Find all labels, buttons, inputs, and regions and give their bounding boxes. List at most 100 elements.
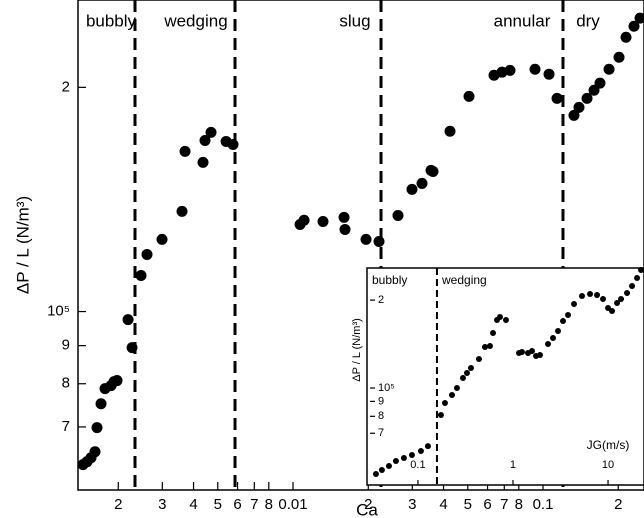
data-point xyxy=(634,274,641,281)
data-point xyxy=(89,446,101,458)
data-point xyxy=(448,392,455,399)
x-tick-label: 2 xyxy=(614,496,622,513)
x-tick-label: 3 xyxy=(408,496,416,513)
y-tick-label: 10⁵ xyxy=(378,382,395,394)
data-point xyxy=(463,90,475,102)
data-point xyxy=(629,282,636,289)
x-tick-label: 8 xyxy=(515,496,523,513)
data-point xyxy=(437,412,444,419)
y-tick-label: 9 xyxy=(378,395,384,407)
data-point xyxy=(587,290,594,297)
y-tick-label: 9 xyxy=(62,337,70,354)
data-point xyxy=(111,375,123,387)
data-point xyxy=(227,139,239,151)
inset-frame xyxy=(366,267,644,486)
data-point xyxy=(614,299,621,306)
data-point xyxy=(372,471,379,478)
data-point xyxy=(555,327,562,334)
data-point xyxy=(360,233,372,245)
data-point xyxy=(459,375,466,382)
data-point xyxy=(424,443,431,450)
data-point xyxy=(444,125,456,137)
data-point xyxy=(378,467,385,474)
data-point xyxy=(545,340,552,347)
x-axis-label: JG(m/s) xyxy=(587,438,630,452)
data-point xyxy=(475,356,482,363)
y-axis-label: ΔP / L (N/m³) xyxy=(13,196,32,294)
data-point xyxy=(392,458,399,465)
data-point xyxy=(628,20,640,32)
x-tick-label: 2 xyxy=(364,496,372,513)
plot-frame xyxy=(77,0,644,491)
data-point xyxy=(205,126,217,138)
data-point xyxy=(620,31,632,43)
data-point xyxy=(156,233,168,245)
y-tick-label: 7 xyxy=(378,427,384,439)
y-tick-label: 10⁵ xyxy=(47,303,70,320)
region-label: wedging xyxy=(441,273,487,287)
data-point xyxy=(417,448,424,455)
data-point xyxy=(441,400,448,407)
data-point xyxy=(560,318,567,325)
y-tick-label: 7 xyxy=(62,418,70,435)
region-label: annular xyxy=(494,11,551,30)
data-point xyxy=(504,64,516,76)
region-label: wedging xyxy=(163,11,227,30)
data-point xyxy=(339,223,351,235)
data-point xyxy=(618,295,625,302)
data-point xyxy=(600,295,607,302)
x-tick-label: 2 xyxy=(114,496,122,513)
data-point xyxy=(638,266,644,273)
data-point xyxy=(603,63,615,75)
data-point xyxy=(529,347,536,354)
y-tick-label: 8 xyxy=(62,375,70,392)
x-tick-label: 5 xyxy=(464,496,472,513)
region-label: dry xyxy=(576,11,600,30)
data-point xyxy=(385,463,392,470)
x-tick-label: 4 xyxy=(189,496,197,513)
data-point xyxy=(565,312,572,319)
x-tick-label: 0.1 xyxy=(533,496,554,513)
data-point xyxy=(400,455,407,462)
data-point xyxy=(373,235,385,247)
x-tick-label: 6 xyxy=(233,496,241,513)
data-point xyxy=(486,342,493,349)
data-point xyxy=(416,177,428,189)
region-label: bubbly xyxy=(372,273,407,287)
x-tick-label: 8 xyxy=(265,496,273,513)
data-point xyxy=(496,313,503,320)
data-point xyxy=(122,314,134,326)
data-point xyxy=(543,68,555,80)
data-point xyxy=(408,452,415,459)
data-point xyxy=(176,205,188,217)
data-point xyxy=(467,364,474,371)
x-tick-label: 4 xyxy=(439,496,447,513)
x-tick-label: 10 xyxy=(602,459,614,471)
x-tick-label: 1 xyxy=(510,459,516,471)
data-point xyxy=(529,63,541,75)
data-point xyxy=(573,101,585,113)
data-point xyxy=(537,352,544,359)
data-point xyxy=(197,156,209,168)
y-tick-label: 2 xyxy=(378,294,384,306)
data-point xyxy=(489,330,496,337)
data-point xyxy=(126,342,138,354)
data-point xyxy=(594,77,606,89)
x-axis-label: Ca xyxy=(356,500,378,518)
y-tick-label: 8 xyxy=(378,410,384,422)
data-point xyxy=(594,291,601,298)
data-point xyxy=(624,290,631,297)
x-tick-label: 5 xyxy=(214,496,222,513)
data-point xyxy=(579,292,586,299)
data-point xyxy=(317,216,329,228)
x-tick-label: 0.1 xyxy=(410,459,425,471)
region-label: bubbly xyxy=(86,11,137,30)
data-point xyxy=(199,134,211,146)
data-point xyxy=(550,335,557,342)
x-tick-label: 7 xyxy=(250,496,258,513)
data-point xyxy=(298,214,310,226)
data-point xyxy=(453,385,460,392)
data-point xyxy=(427,165,439,177)
data-point xyxy=(135,269,147,281)
